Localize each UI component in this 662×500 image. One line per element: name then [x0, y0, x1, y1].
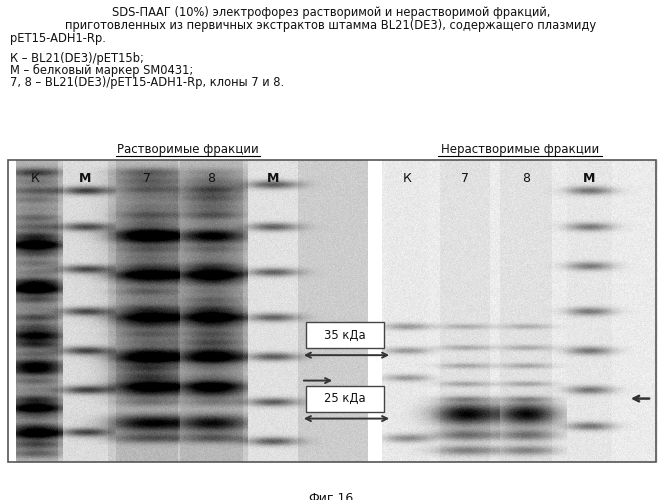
- Text: 25 кДа: 25 кДа: [324, 392, 366, 405]
- Text: приготовленных из первичных экстрактов штамма BL21(DE3), содержащего плазмиду: приготовленных из первичных экстрактов ш…: [66, 19, 596, 32]
- Bar: [8, 160, 16, 462]
- Text: Нерастворимые фракции: Нерастворимые фракции: [441, 143, 599, 156]
- Text: 7: 7: [461, 172, 469, 185]
- Text: 7: 7: [143, 172, 151, 185]
- FancyBboxPatch shape: [306, 386, 384, 411]
- Text: К: К: [31, 172, 40, 185]
- Text: К – BL21(DE3)/pET15b;: К – BL21(DE3)/pET15b;: [10, 52, 144, 65]
- Bar: [368, 160, 382, 462]
- Bar: [8, 160, 656, 462]
- Text: М – белковый маркер SM0431;: М – белковый маркер SM0431;: [10, 64, 193, 77]
- Text: М: М: [583, 172, 596, 185]
- Text: 8: 8: [522, 172, 530, 185]
- Text: 7, 8 – BL21(DE3)/pET15-ADH1-Rp, клоны 7 и 8.: 7, 8 – BL21(DE3)/pET15-ADH1-Rp, клоны 7 …: [10, 76, 284, 89]
- Text: Растворимые фракции: Растворимые фракции: [117, 143, 259, 156]
- Bar: [368, 160, 382, 462]
- Text: М: М: [267, 172, 279, 185]
- Text: М: М: [79, 172, 92, 185]
- Text: SDS-ПААГ (10%) электрофорез растворимой и нерастворимой фракций,: SDS-ПААГ (10%) электрофорез растворимой …: [112, 6, 550, 19]
- Text: Фиг.16: Фиг.16: [308, 492, 354, 500]
- Text: К: К: [402, 172, 412, 185]
- Text: 35 кДа: 35 кДа: [324, 328, 366, 342]
- Text: 8: 8: [207, 172, 216, 185]
- FancyBboxPatch shape: [306, 322, 384, 348]
- Text: pET15-ADH1-Rp.: pET15-ADH1-Rp.: [10, 32, 106, 45]
